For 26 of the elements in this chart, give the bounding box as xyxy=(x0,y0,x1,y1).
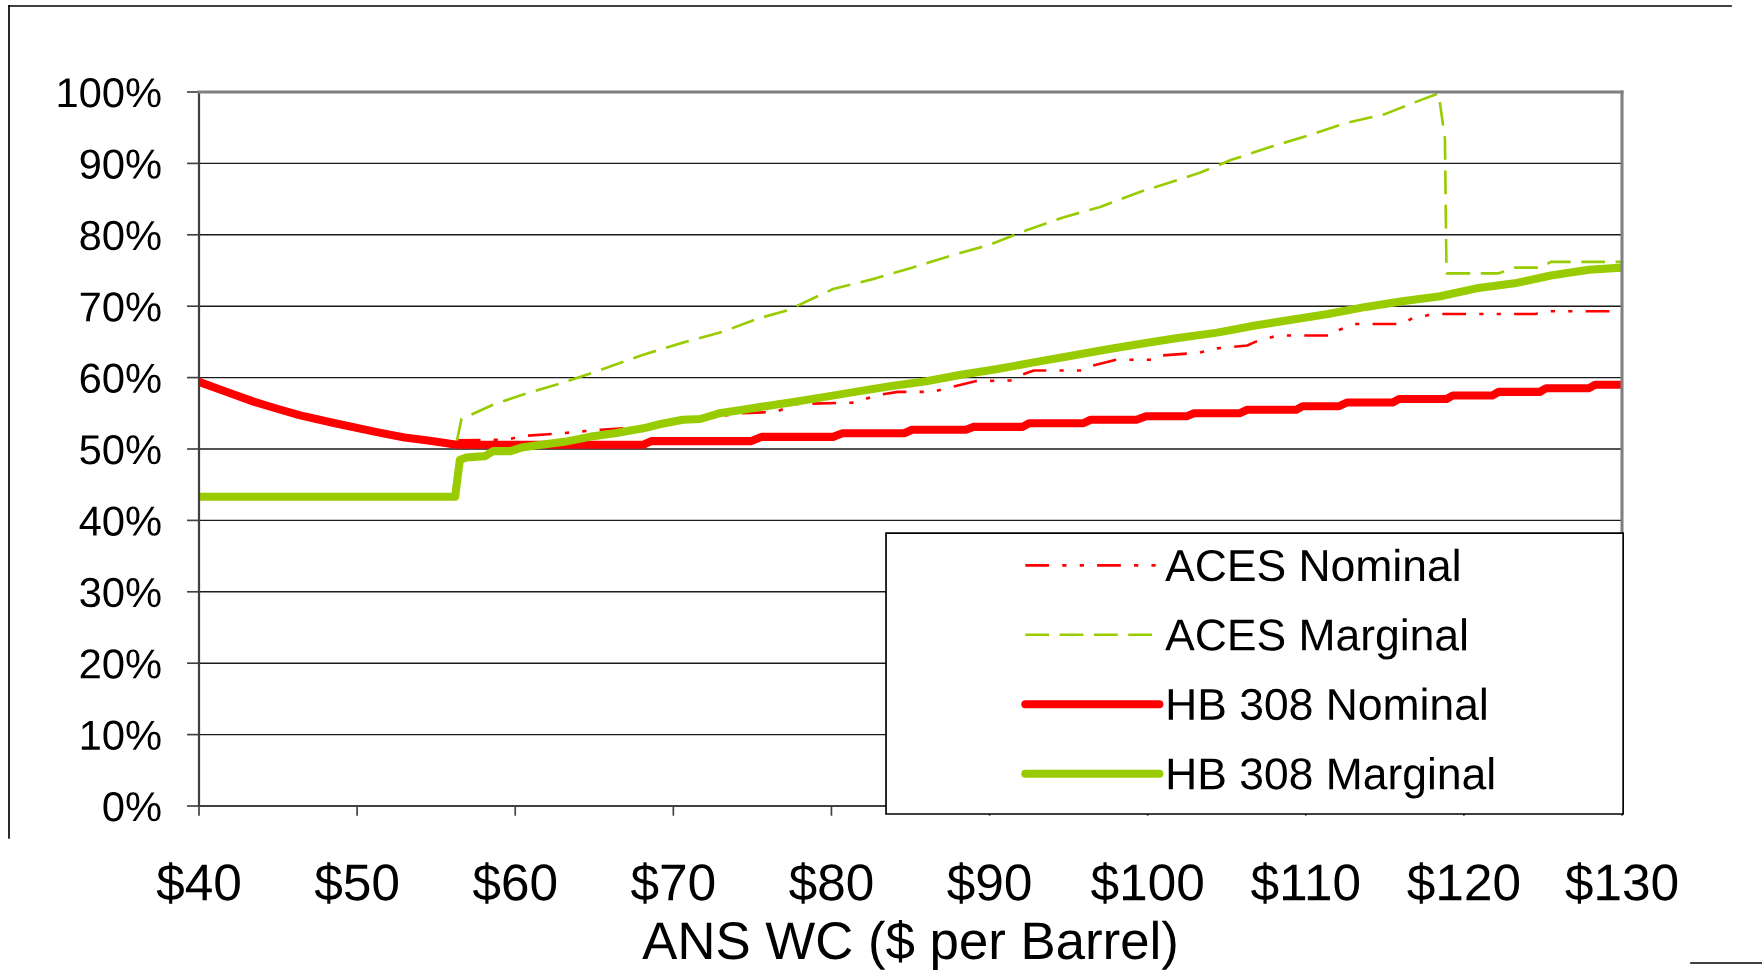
x-tick-label: $50 xyxy=(314,862,398,904)
x-axis-title: ANS WC ($ per Barrel) xyxy=(642,919,1176,970)
y-tick-label: 100% xyxy=(58,78,161,108)
y-tick-label: 50% xyxy=(80,435,161,465)
y-tick-label: 80% xyxy=(80,220,161,251)
y-tick-label: 0% xyxy=(103,792,161,822)
y-tick-label: 70% xyxy=(80,292,161,322)
y-tick-label: 10% xyxy=(81,720,161,751)
legend-label: ACES Marginal xyxy=(1165,618,1466,660)
y-tick-label: 40% xyxy=(79,506,161,536)
y-tick-label: 20% xyxy=(80,649,161,679)
y-tick-label: 60% xyxy=(80,363,161,394)
y-tick-label: 30% xyxy=(80,577,161,608)
legend-label: ACES Nominal xyxy=(1165,548,1459,582)
x-tick-label: $40 xyxy=(156,862,240,904)
y-tick-label: 90% xyxy=(80,149,161,179)
x-tick-label: $100 xyxy=(1091,862,1203,904)
x-tick-label: $130 xyxy=(1565,862,1678,904)
legend-label: HB 308 Nominal xyxy=(1168,687,1486,721)
x-tick-label: $60 xyxy=(472,862,557,904)
x-tick-label: $110 xyxy=(1251,862,1360,904)
x-tick-label: $120 xyxy=(1407,862,1520,904)
x-tick-label: $70 xyxy=(631,862,715,904)
x-tick-label: $90 xyxy=(947,862,1031,904)
legend-label: HB 308 Marginal xyxy=(1168,757,1494,799)
x-tick-label: $80 xyxy=(789,862,873,904)
